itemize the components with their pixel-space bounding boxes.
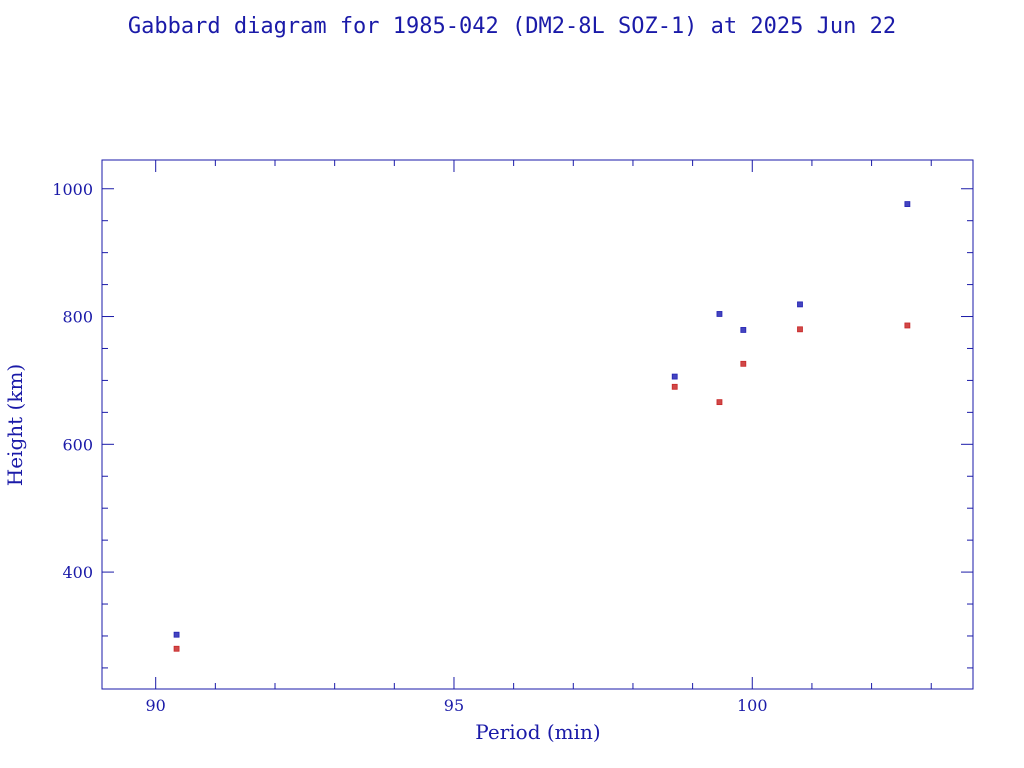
data-point <box>740 360 747 367</box>
data-point <box>671 373 678 380</box>
y-tick-label: 600 <box>62 435 93 454</box>
data-point <box>797 301 803 308</box>
data-point <box>904 322 911 329</box>
data-point <box>716 311 723 317</box>
data-point <box>904 201 911 207</box>
data-point <box>173 645 180 652</box>
plot-frame <box>101 159 974 690</box>
data-point <box>716 399 723 406</box>
data-point <box>173 631 180 638</box>
x-tick-label: 95 <box>444 696 464 715</box>
x-tick-label: 100 <box>737 696 768 715</box>
x-axis-label: Period (min) <box>475 720 600 744</box>
x-tick-label: 90 <box>146 696 166 715</box>
y-tick-label: 400 <box>62 563 93 582</box>
data-point <box>797 326 803 333</box>
data-point <box>671 383 678 390</box>
y-tick-label: 1000 <box>52 180 93 199</box>
y-axis-label: Height (km) <box>3 364 27 486</box>
y-tick-label: 800 <box>62 308 93 327</box>
data-point <box>740 327 747 333</box>
points-layer <box>173 201 911 652</box>
axes-layer: 90 95 100 400 600 800 1000 <box>52 159 974 715</box>
chart-title: Gabbard diagram for 1985-042 (DM2-8L SOZ… <box>127 14 897 39</box>
